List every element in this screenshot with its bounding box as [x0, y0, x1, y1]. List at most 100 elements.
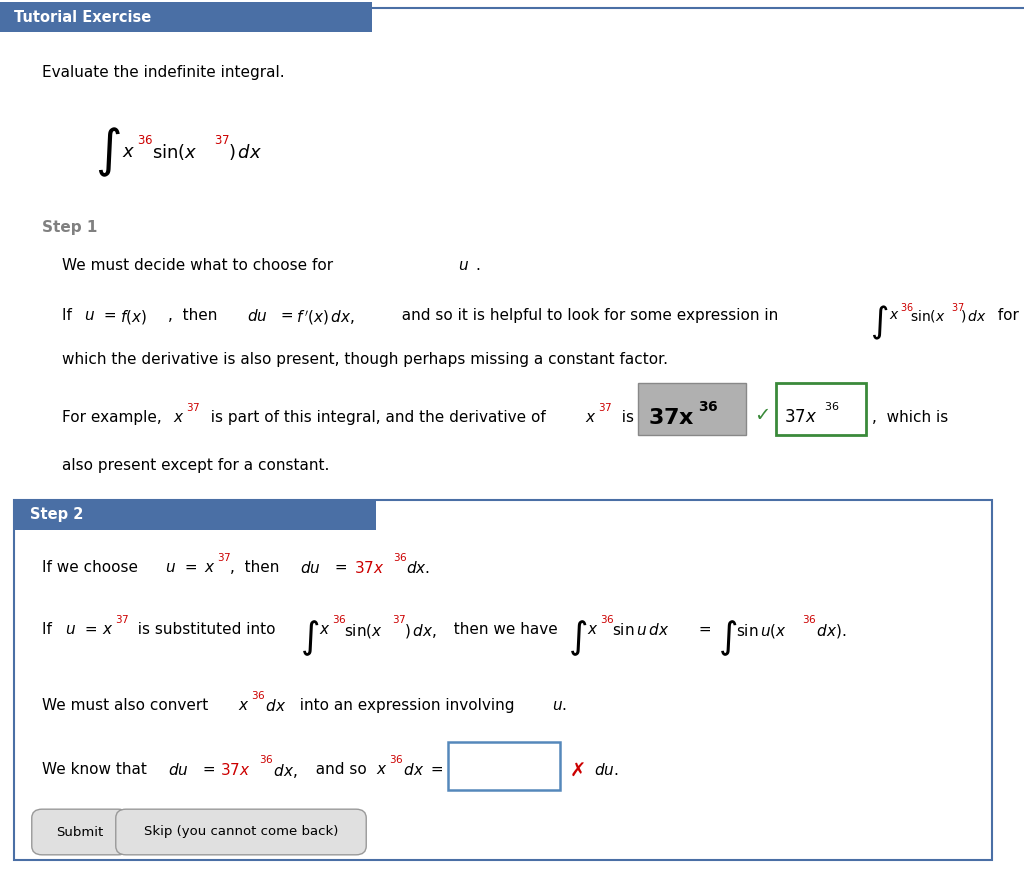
Text: =: = [80, 622, 102, 637]
Text: Evaluate the indefinite integral.: Evaluate the indefinite integral. [42, 65, 285, 80]
Text: $\mathrm{sin}(x$: $\mathrm{sin}(x$ [344, 622, 383, 640]
Text: ,  then: , then [168, 308, 222, 323]
FancyBboxPatch shape [32, 809, 128, 855]
Text: =: = [694, 622, 717, 637]
Text: $\int$: $\int$ [95, 125, 121, 179]
Text: and so it is helpful to look for some expression in: and so it is helpful to look for some ex… [392, 308, 778, 323]
Text: $x$: $x$ [319, 622, 331, 637]
Text: $x$: $x$ [173, 410, 184, 425]
Text: $)\,dx,$: $)\,dx,$ [404, 622, 436, 640]
Text: $du$: $du$ [168, 762, 188, 778]
Text: $\mathdefault{36}$: $\mathdefault{36}$ [251, 689, 265, 701]
FancyBboxPatch shape [14, 500, 992, 860]
Text: $\mathdefault{37}$: $\mathdefault{37}$ [115, 613, 129, 625]
Text: $\mathdefault{36}$: $\mathdefault{36}$ [137, 133, 154, 146]
FancyBboxPatch shape [14, 500, 376, 530]
Text: $f(x)$: $f(x)$ [120, 308, 146, 326]
Text: $\mathdefault{36}$: $\mathdefault{36}$ [332, 613, 346, 625]
Text: $\mathdefault{36}$: $\mathdefault{36}$ [393, 551, 408, 563]
Text: $37x$: $37x$ [354, 560, 385, 576]
Text: ,  then: , then [230, 560, 285, 575]
Text: $\,dx$: $\,dx$ [263, 698, 287, 714]
Text: $\,dx$: $\,dx$ [401, 762, 424, 778]
Text: ✓: ✓ [754, 406, 770, 425]
Text: $)\,dx$: $)\,dx$ [228, 142, 262, 162]
Text: $x$: $x$ [587, 622, 599, 637]
Text: =: = [330, 560, 352, 575]
Text: $x$: $x$ [204, 560, 215, 575]
Text: Step 1: Step 1 [42, 220, 97, 235]
Text: Submit: Submit [56, 826, 103, 839]
Text: $x$: $x$ [238, 698, 250, 713]
FancyBboxPatch shape [776, 383, 866, 435]
Text: $\mathdefault{36}$: $\mathdefault{36}$ [900, 301, 913, 313]
Text: is part of this integral, and the derivative of: is part of this integral, and the deriva… [201, 410, 555, 425]
Text: $\int$: $\int$ [568, 618, 588, 658]
Text: $u$: $u$ [458, 258, 469, 273]
Text: $x$: $x$ [376, 762, 387, 777]
Text: $\mathdefault{36}$: $\mathdefault{36}$ [824, 400, 840, 412]
Text: Tutorial Exercise: Tutorial Exercise [14, 10, 152, 25]
Text: For example,: For example, [62, 410, 167, 425]
Text: $\mathrm{sin}\,u(x$: $\mathrm{sin}\,u(x$ [736, 622, 787, 640]
Text: If we choose: If we choose [42, 560, 143, 575]
Text: $x$: $x$ [585, 410, 597, 425]
Text: If: If [62, 308, 77, 323]
Text: $\mathdefault{36}$: $\mathdefault{36}$ [802, 613, 816, 625]
FancyBboxPatch shape [116, 809, 367, 855]
Text: We must decide what to choose for: We must decide what to choose for [62, 258, 338, 273]
Text: Step 2: Step 2 [30, 507, 83, 522]
Text: ✗: ✗ [570, 762, 587, 781]
Text: $\int$: $\int$ [870, 304, 889, 342]
Text: $\mathdefault{37}$: $\mathdefault{37}$ [186, 401, 201, 413]
Text: $37x$: $37x$ [784, 408, 817, 426]
Text: =: = [99, 308, 122, 323]
Text: $\,dx).$: $\,dx).$ [814, 622, 847, 640]
Text: $)\,dx$: $)\,dx$ [961, 308, 987, 324]
Text: Skip (you cannot come back): Skip (you cannot come back) [143, 826, 338, 839]
FancyBboxPatch shape [0, 2, 372, 32]
Text: We know that: We know that [42, 762, 152, 777]
Text: for: for [988, 308, 1019, 323]
Text: $\mathdefault{37}$: $\mathdefault{37}$ [392, 613, 407, 625]
Text: We must also convert: We must also convert [42, 698, 213, 713]
Text: and so: and so [306, 762, 372, 777]
Text: =: = [426, 762, 449, 777]
Text: =: = [276, 308, 299, 323]
Text: $\mathdefault{36}$: $\mathdefault{36}$ [389, 753, 403, 765]
Text: $u.$: $u.$ [552, 698, 567, 713]
Text: .: . [475, 258, 480, 273]
Text: $u$: $u$ [165, 560, 176, 575]
Text: $du.$: $du.$ [594, 762, 618, 778]
Text: $x$: $x$ [102, 622, 114, 637]
Text: $37x$: $37x$ [220, 762, 251, 778]
FancyBboxPatch shape [638, 383, 746, 435]
FancyBboxPatch shape [449, 742, 560, 790]
Text: $\mathdefault{37}$: $\mathdefault{37}$ [598, 401, 612, 413]
Text: $x$: $x$ [889, 308, 900, 322]
Text: into an expression involving: into an expression involving [290, 698, 519, 713]
Text: $\int$: $\int$ [300, 618, 319, 658]
Text: $f\,'(x)\,dx,$: $f\,'(x)\,dx,$ [296, 308, 355, 326]
Text: $\mathrm{sin}\,u\,dx$: $\mathrm{sin}\,u\,dx$ [612, 622, 670, 638]
Text: $\mathdefault{37}$: $\mathdefault{37}$ [214, 133, 230, 146]
Text: is: is [612, 410, 639, 425]
Text: $\mathdefault{36}$: $\mathdefault{36}$ [600, 613, 614, 625]
Text: $dx.$: $dx.$ [406, 560, 430, 576]
Text: $\mathdefault{36}$: $\mathdefault{36}$ [259, 753, 273, 765]
Text: $du$: $du$ [300, 560, 321, 576]
Text: $\mathbf{37x}$: $\mathbf{37x}$ [648, 408, 695, 428]
Text: =: = [198, 762, 220, 777]
Text: $u$: $u$ [84, 308, 95, 323]
Text: $du$: $du$ [247, 308, 267, 324]
Text: $\mathbf{36}$: $\mathbf{36}$ [698, 400, 719, 414]
Text: If: If [42, 622, 56, 637]
Text: is substituted into: is substituted into [128, 622, 281, 637]
Text: $\,dx,$: $\,dx,$ [271, 762, 298, 780]
Text: $u$: $u$ [65, 622, 76, 637]
Text: ,  which is: , which is [872, 410, 948, 425]
Text: $x$: $x$ [122, 143, 135, 161]
Text: which the derivative is also present, though perhaps missing a constant factor.: which the derivative is also present, th… [62, 352, 668, 367]
Text: then we have: then we have [444, 622, 558, 637]
Text: =: = [180, 560, 203, 575]
